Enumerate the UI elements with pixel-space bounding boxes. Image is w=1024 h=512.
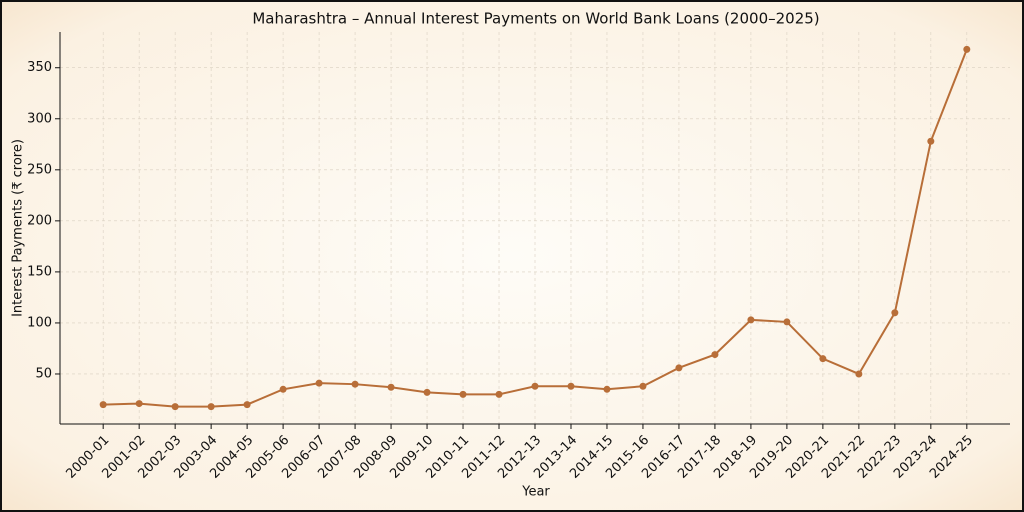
- y-tick-label: 100: [27, 315, 52, 330]
- data-point: [963, 45, 971, 53]
- y-tick-label: 200: [27, 213, 52, 228]
- data-point: [171, 403, 179, 411]
- data-point: [495, 390, 503, 398]
- data-point: [675, 364, 683, 372]
- data-point: [135, 400, 143, 408]
- data-point: [531, 382, 539, 390]
- data-point: [351, 380, 359, 388]
- data-point: [279, 385, 287, 393]
- data-point: [243, 401, 251, 409]
- y-tick-label: 350: [27, 60, 52, 75]
- data-point: [855, 370, 863, 378]
- data-point: [927, 137, 935, 145]
- chart-title: Maharashtra – Annual Interest Payments o…: [252, 10, 819, 28]
- data-point: [891, 309, 899, 317]
- data-point: [783, 318, 791, 326]
- data-point: [99, 401, 107, 409]
- y-axis-label: Interest Payments (₹ crore): [11, 139, 26, 317]
- x-axis-label: Year: [521, 485, 550, 500]
- data-point: [207, 403, 215, 411]
- data-point: [459, 390, 467, 398]
- data-point: [711, 351, 719, 359]
- data-point: [567, 382, 575, 390]
- y-tick-label: 300: [27, 111, 52, 126]
- y-tick-label: 250: [27, 162, 52, 177]
- data-point: [747, 316, 755, 324]
- y-tick-label: 150: [27, 264, 52, 279]
- data-point: [639, 382, 647, 390]
- data-point: [603, 385, 611, 393]
- data-point: [387, 383, 395, 391]
- y-tick-label: 50: [35, 366, 52, 381]
- data-point: [315, 379, 323, 387]
- data-point: [423, 388, 431, 396]
- data-point: [819, 355, 827, 363]
